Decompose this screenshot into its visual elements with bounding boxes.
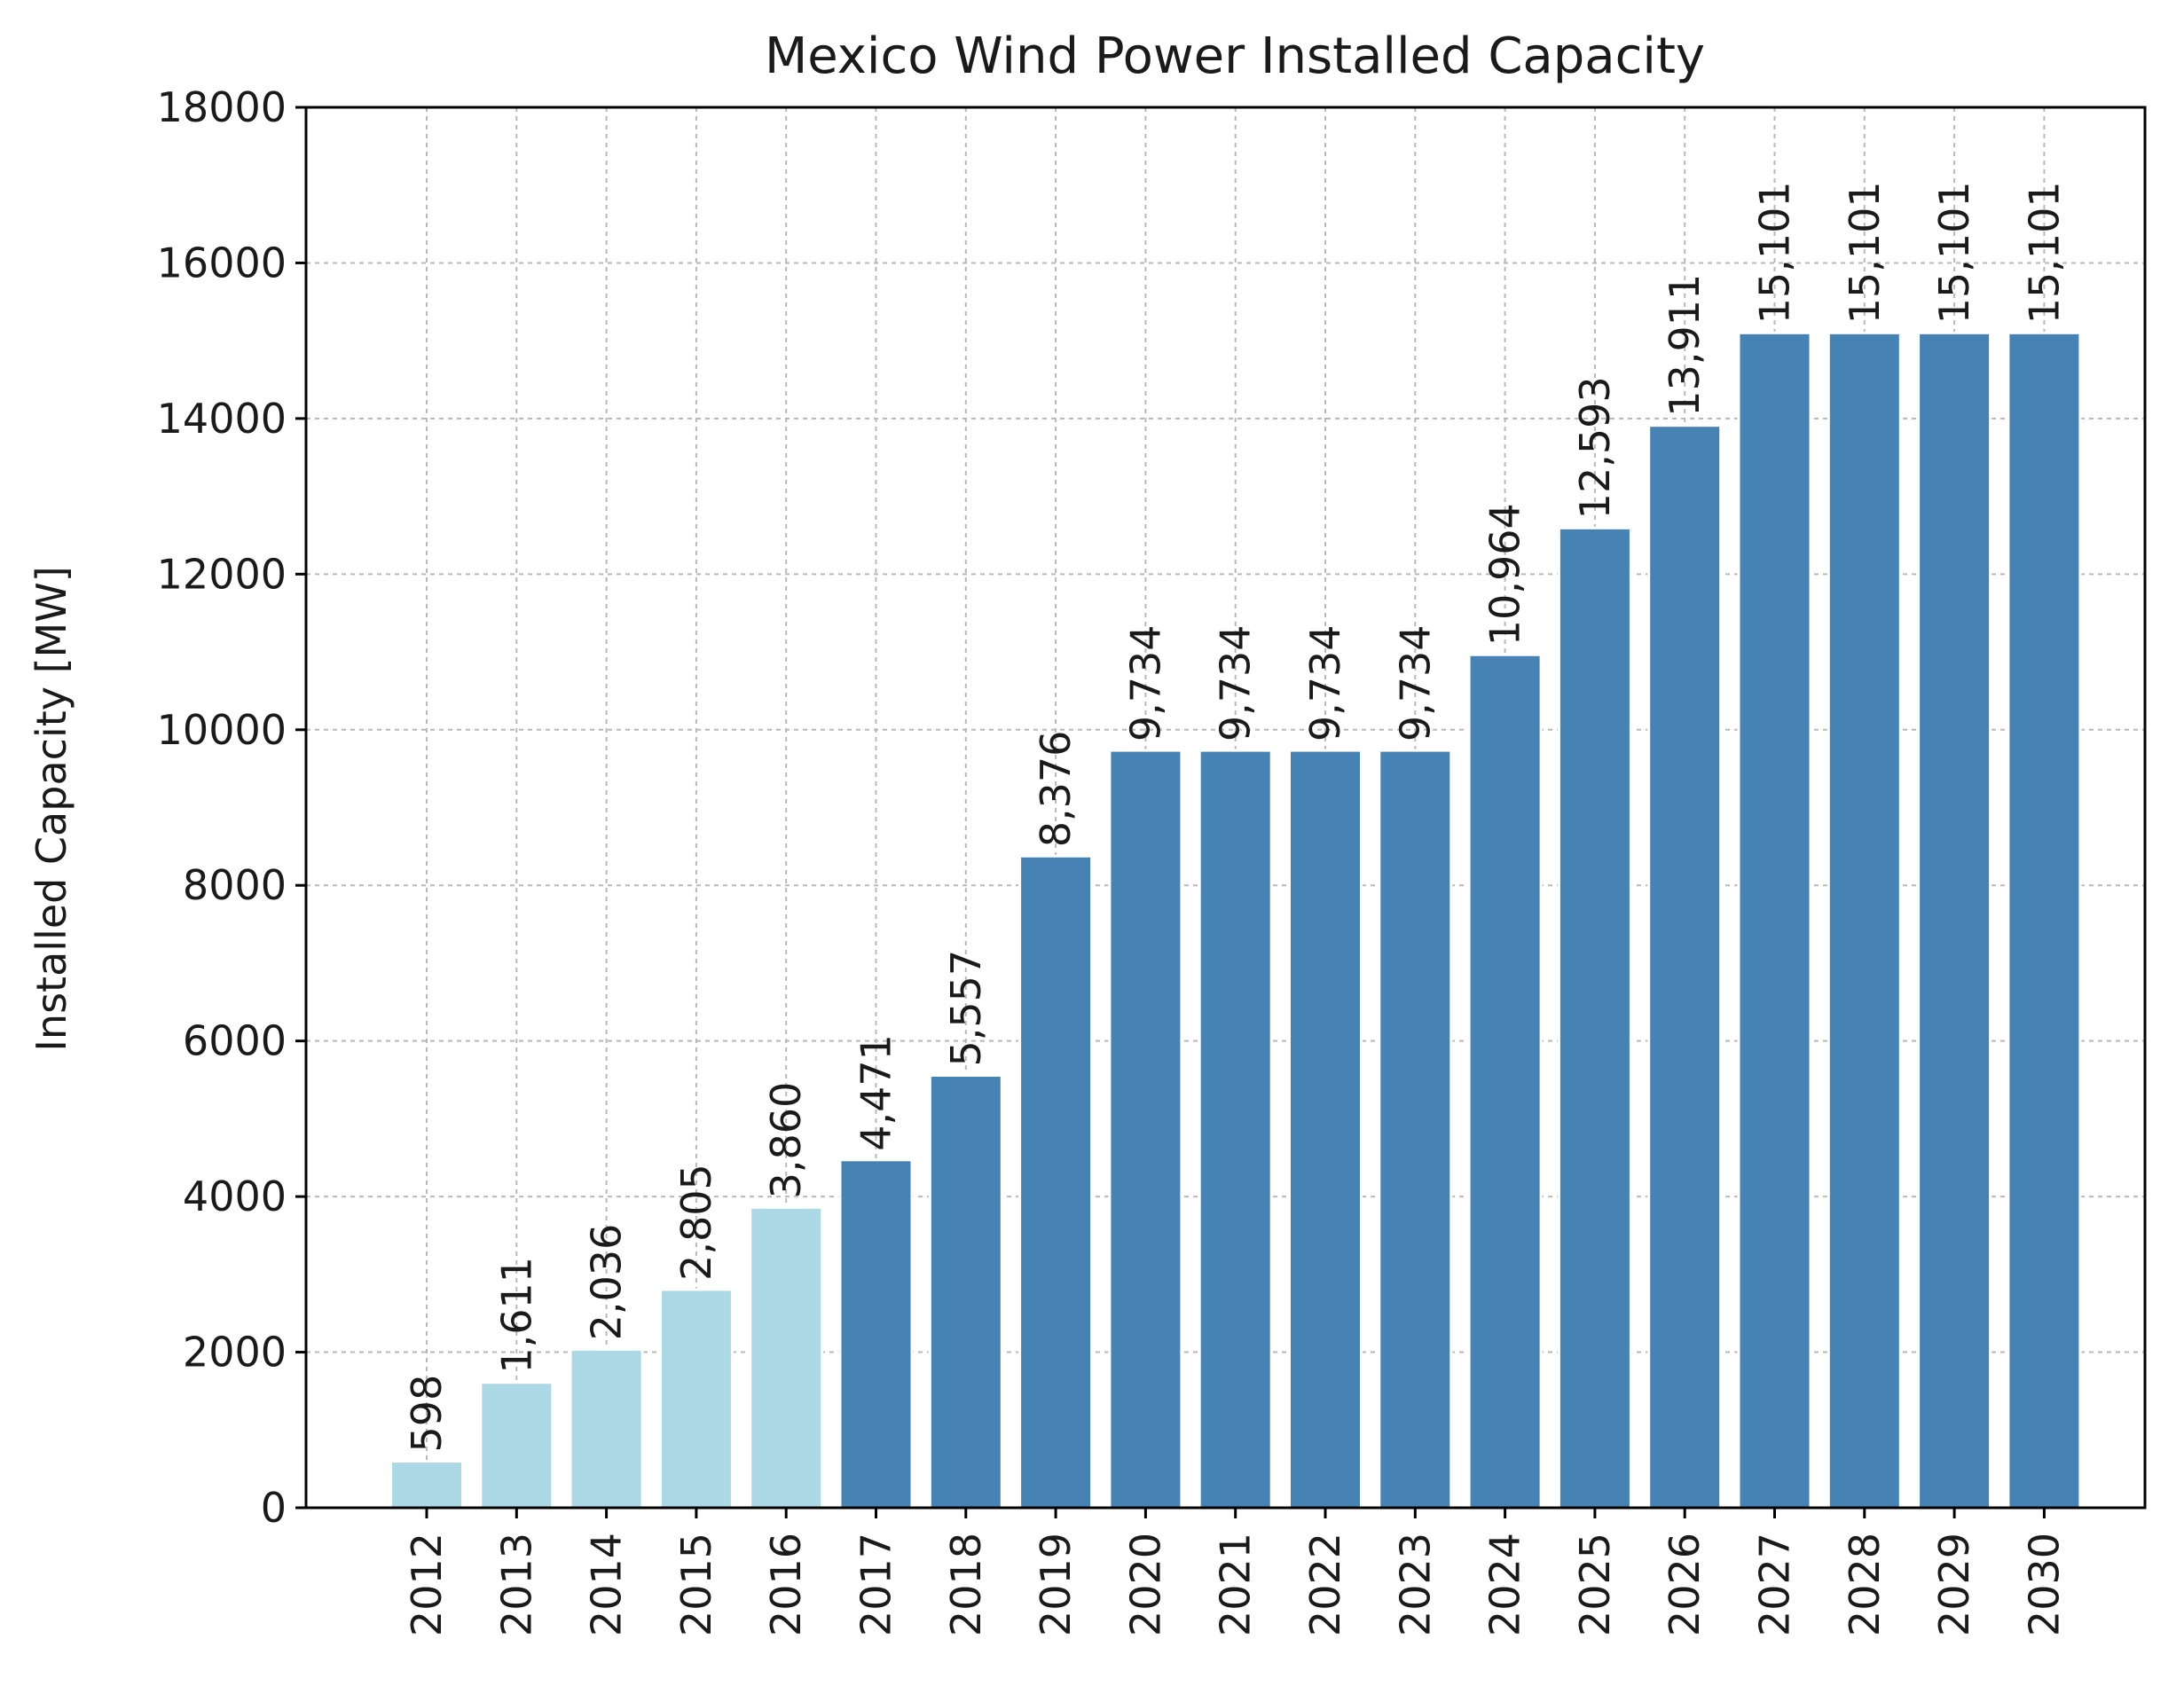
bar: [1557, 526, 1632, 1510]
data-label: 2,805: [672, 1164, 720, 1281]
x-tick-label: 2012: [403, 1533, 451, 1636]
bar: [1108, 749, 1183, 1510]
x-tick-label: 2014: [583, 1533, 631, 1636]
data-label: 4,471: [852, 1034, 900, 1151]
y-tick-label: 12000: [157, 550, 287, 598]
data-label: 15,101: [1841, 181, 1889, 324]
y-tick-label: 16000: [157, 239, 287, 286]
x-tick-label: 2025: [1571, 1533, 1619, 1636]
bar: [1827, 331, 1902, 1510]
data-label: 598: [403, 1375, 451, 1453]
x-tick-label: 2027: [1751, 1533, 1799, 1636]
data-label: 2,036: [583, 1224, 631, 1341]
x-tick-label: 2030: [2020, 1533, 2068, 1636]
x-tick-label: 2028: [1841, 1533, 1889, 1636]
x-tick-label: 2016: [762, 1533, 810, 1636]
data-label: 9,734: [1212, 624, 1260, 741]
bar: [569, 1347, 644, 1510]
x-tick-label: 2017: [852, 1533, 900, 1636]
bar: [1198, 749, 1273, 1510]
bar: [658, 1288, 734, 1510]
bar: [1737, 331, 1812, 1510]
bar: [838, 1158, 914, 1510]
x-tick-label: 2026: [1661, 1533, 1709, 1636]
data-label: 9,734: [1301, 624, 1349, 741]
y-axis-label: Installed Capacity [MW]: [27, 566, 75, 1051]
data-labels: 598 1,611 2,036 2,805 3,860 4,471 5,557 8,376 9,…: [403, 181, 2068, 1452]
bar: [2007, 331, 2082, 1510]
x-tick-label: 2019: [1032, 1533, 1080, 1636]
x-tick-label: 2024: [1481, 1533, 1529, 1636]
y-axis: 0 2000 4000 6000 8000 10000 12000 14000 16000 180…: [157, 83, 306, 1532]
x-tick-label: 2013: [492, 1533, 540, 1636]
x-tick-label: 2015: [672, 1533, 720, 1636]
y-tick-label: 18000: [157, 83, 287, 131]
x-tick-label: 2029: [1930, 1533, 1978, 1636]
data-label: 3,860: [762, 1082, 810, 1199]
x-axis: 2012 2013 2014 2015 2016 2017 2018 2019 2020 2021…: [403, 1508, 2068, 1636]
x-tick-label: 2023: [1391, 1533, 1439, 1636]
y-tick-label: 6000: [183, 1017, 287, 1065]
data-label: 12,593: [1571, 376, 1619, 519]
data-label: 15,101: [1751, 181, 1799, 324]
data-label: 15,101: [2020, 181, 2068, 324]
bar: [1378, 749, 1453, 1510]
bar: [928, 1074, 1003, 1510]
data-label: 10,964: [1481, 503, 1529, 646]
data-label: 5,557: [942, 950, 990, 1067]
data-label: 13,911: [1661, 274, 1709, 417]
bar: [749, 1205, 824, 1510]
bar: [1288, 749, 1363, 1510]
bar: [479, 1381, 554, 1510]
data-label: 1,611: [492, 1257, 540, 1374]
x-tick-label: 2021: [1212, 1533, 1260, 1636]
chart-title: Mexico Wind Power Installed Capacity: [765, 27, 1705, 85]
y-tick-label: 14000: [157, 395, 287, 443]
data-label: 15,101: [1930, 181, 1978, 324]
bar: [389, 1460, 464, 1510]
data-label: 9,734: [1121, 624, 1169, 741]
bars: [389, 331, 2082, 1510]
plot-frame: [304, 106, 2147, 1510]
y-tick-label: 4000: [183, 1173, 287, 1220]
x-tick-label: 2018: [942, 1533, 990, 1636]
data-label: 9,734: [1391, 624, 1439, 741]
y-tick-label: 10000: [157, 706, 287, 754]
bar: [1467, 653, 1543, 1510]
y-tick-label: 8000: [183, 861, 287, 909]
data-label: 8,376: [1032, 731, 1080, 848]
y-tick-label: 2000: [183, 1329, 287, 1377]
bar: [1917, 331, 1992, 1510]
x-tick-label: 2022: [1301, 1533, 1349, 1636]
y-tick-label: 0: [261, 1484, 287, 1532]
bar: [1018, 854, 1094, 1510]
x-tick-label: 2020: [1121, 1533, 1169, 1636]
bar: [1647, 424, 1723, 1510]
